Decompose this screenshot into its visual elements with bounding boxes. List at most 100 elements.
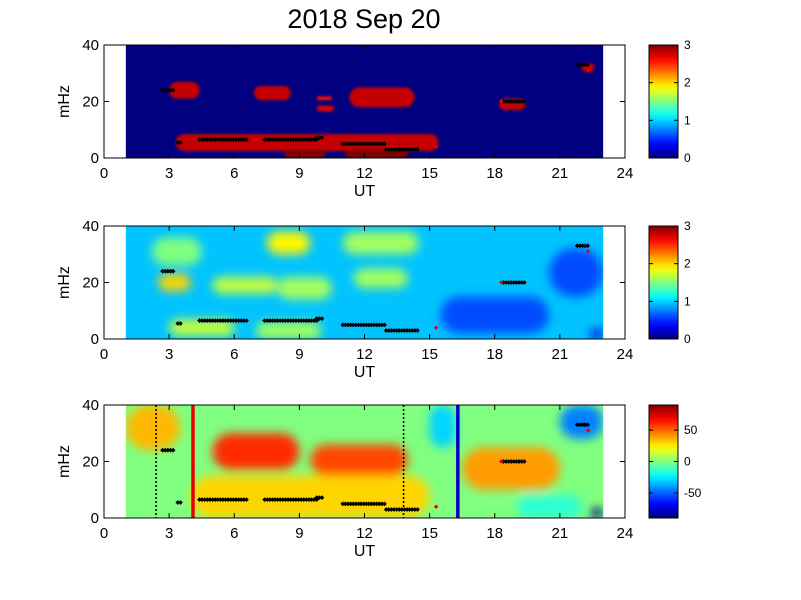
track-marker <box>376 322 382 328</box>
track-marker <box>275 497 281 503</box>
track-marker <box>168 87 173 93</box>
y-axis-label: mHz <box>56 266 73 299</box>
track-marker <box>170 87 176 93</box>
track-marker <box>160 87 166 93</box>
track-marker <box>293 497 299 503</box>
track-marker <box>207 497 213 503</box>
y-tick-label: 40 <box>82 397 99 414</box>
track-marker <box>220 318 226 324</box>
track-marker <box>391 507 397 512</box>
track-marker <box>363 141 369 147</box>
x-axis-label: UT <box>354 364 376 381</box>
track-marker <box>267 497 273 503</box>
track-marker <box>217 497 223 503</box>
red-marker <box>585 68 591 73</box>
track-marker <box>228 137 234 143</box>
track-marker <box>363 501 369 507</box>
track-marker <box>220 137 226 143</box>
marker-tracks <box>160 422 591 512</box>
track-marker <box>270 137 275 143</box>
heatmap-region <box>169 81 200 99</box>
track-marker <box>582 422 588 428</box>
track-marker <box>506 459 512 464</box>
track-marker <box>348 501 354 507</box>
track-marker <box>293 318 299 324</box>
track-marker <box>402 507 407 512</box>
track-marker <box>178 321 183 326</box>
track-marker <box>508 280 514 285</box>
track-marker <box>582 62 588 68</box>
track-marker <box>404 328 410 333</box>
track-marker <box>511 280 517 285</box>
track-marker <box>519 459 525 464</box>
track-marker <box>316 135 322 141</box>
track-marker <box>223 318 228 324</box>
track-marker <box>212 137 218 143</box>
track-marker <box>361 501 367 507</box>
colorbar-tick-label: 3 <box>684 38 691 52</box>
heatmap-region <box>590 329 604 339</box>
red-marker <box>499 280 504 285</box>
colorbar-tick-label: 3 <box>684 219 691 233</box>
x-tick-label: 0 <box>100 165 108 182</box>
track-marker <box>580 422 585 428</box>
track-marker <box>199 497 205 503</box>
colorbar: 50 0 -50 <box>648 404 702 519</box>
track-marker <box>582 243 588 249</box>
x-tick-label: 12 <box>356 165 373 182</box>
x-tick-label: 6 <box>230 525 238 542</box>
track-marker <box>285 137 291 143</box>
track-marker <box>165 447 171 453</box>
track-marker <box>283 137 288 143</box>
track-marker <box>285 318 291 324</box>
colorbar-tick-label: 1 <box>684 294 691 308</box>
track-marker <box>574 422 580 428</box>
heatmap-region <box>212 276 278 294</box>
track-marker <box>301 497 307 503</box>
track-marker <box>585 422 591 428</box>
x-axis-label: UT <box>354 543 376 560</box>
colorbar-tick-label: 0 <box>684 332 691 346</box>
track-marker <box>290 318 296 324</box>
track-marker <box>399 328 405 333</box>
track-marker <box>207 318 213 324</box>
x-tick-label: 18 <box>486 346 503 363</box>
track-marker <box>511 99 517 104</box>
red-marker <box>499 459 504 464</box>
track-marker <box>236 137 241 143</box>
track-marker <box>369 141 374 147</box>
x-tick-label: 12 <box>356 525 373 542</box>
track-marker <box>391 328 397 333</box>
track-marker <box>204 497 210 503</box>
colorbar-gradient <box>649 45 678 158</box>
track-marker <box>225 137 231 143</box>
colorbar-gradient <box>649 226 678 339</box>
track-marker <box>348 322 354 328</box>
track-marker <box>503 459 509 464</box>
y-tick-label: 40 <box>82 37 99 54</box>
track-marker <box>160 268 166 274</box>
heatmap-region <box>151 237 202 266</box>
track-marker <box>389 507 394 512</box>
track-marker <box>241 497 247 503</box>
track-marker <box>374 141 380 147</box>
track-marker <box>319 135 325 141</box>
track-marker <box>396 507 402 512</box>
track-marker <box>585 243 591 249</box>
track-marker <box>306 137 312 143</box>
track-marker <box>199 318 205 324</box>
track-marker <box>503 99 509 104</box>
track-marker <box>223 497 228 503</box>
track-marker <box>506 99 512 104</box>
track-marker <box>399 507 405 512</box>
track-marker <box>280 318 286 324</box>
track-marker <box>409 507 415 512</box>
y-tick-label: 0 <box>91 150 99 167</box>
track-marker <box>345 322 351 328</box>
track-marker <box>178 140 183 145</box>
heatmap-region <box>590 508 604 518</box>
track-marker <box>165 268 171 274</box>
